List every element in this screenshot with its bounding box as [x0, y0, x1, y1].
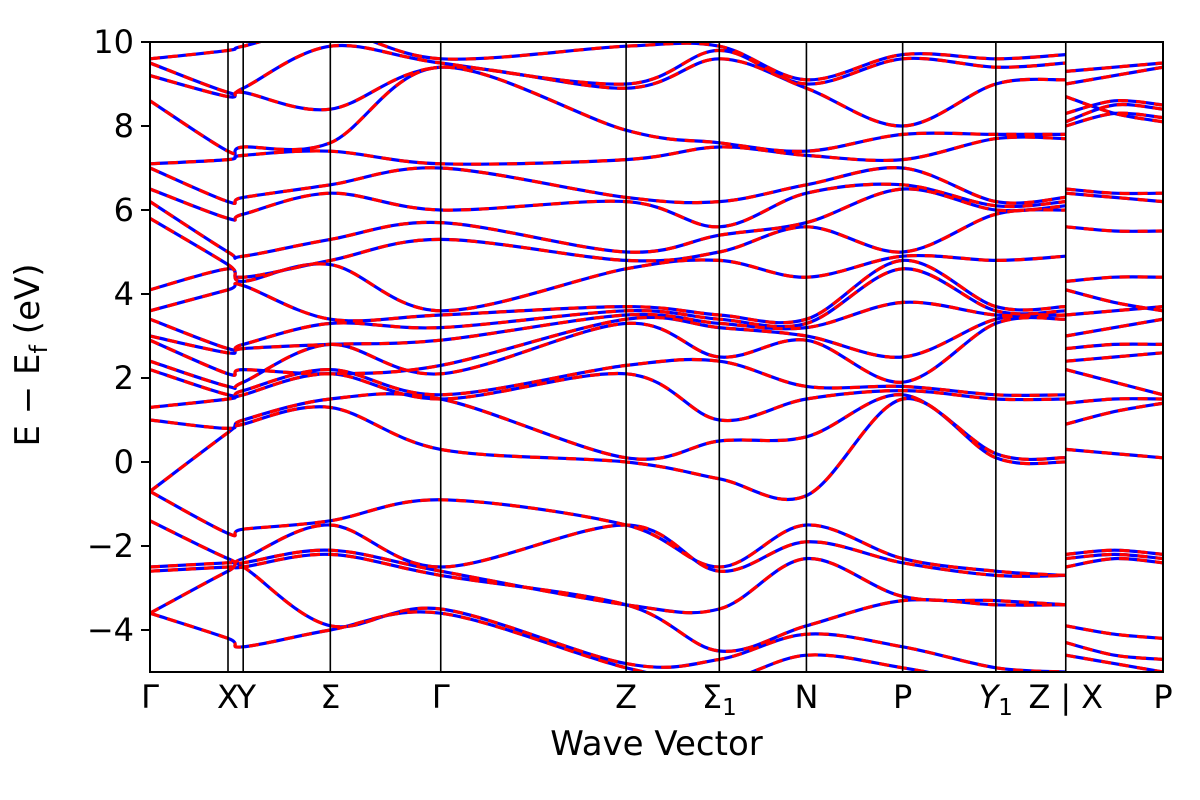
band-line [1065, 624, 1163, 640]
band-line [150, 397, 1066, 502]
band-line [1065, 95, 1163, 124]
band-line [150, 57, 1066, 128]
band-line [1065, 98, 1163, 115]
band-line [150, 397, 1066, 502]
band-line [150, 57, 1066, 128]
band-line [1065, 288, 1163, 313]
kpoint-label: N [794, 678, 818, 716]
band-line [150, 166, 1066, 205]
y-axis-label-main: E − E [8, 353, 48, 447]
band-line [1065, 447, 1163, 460]
band-line [150, 560, 1066, 672]
band-line [1065, 556, 1163, 569]
band-line [150, 610, 936, 672]
kpoint-label: X [1081, 678, 1103, 716]
band-line [150, 300, 1066, 355]
band-line [150, 253, 1066, 313]
kpoint-label: P [893, 678, 912, 716]
band-line [150, 208, 1066, 279]
band-line [1065, 102, 1163, 124]
band-line [150, 267, 1066, 352]
y-tick-label: 4 [114, 275, 134, 313]
kpoint-label: Σ1 [702, 678, 737, 721]
band-line [150, 187, 1066, 260]
y-axis-ticks: 10 8 6 4 2 0 −2 −4 [87, 23, 150, 649]
y-tick-label: 0 [114, 443, 134, 481]
kpoint-label: X [217, 678, 239, 716]
band-line [150, 182, 1066, 229]
band-line [150, 392, 1066, 462]
bands-dashed-overlay [150, 42, 1163, 672]
x-axis-label: Wave Vector [550, 724, 763, 764]
band-line [1065, 401, 1163, 426]
y-tick-label: 2 [114, 359, 134, 397]
y-tick-label: 8 [114, 107, 134, 145]
band-line [1065, 653, 1163, 672]
y-axis-label: E − Ef (eV) [8, 40, 53, 670]
kpoint-label: Γ [141, 678, 159, 716]
band-line [1065, 548, 1163, 556]
y-tick-label: 6 [114, 191, 134, 229]
band-line [1065, 552, 1163, 561]
band-line [1065, 191, 1163, 204]
band-line [150, 267, 1066, 352]
bands-solid-underlay [150, 42, 1163, 672]
kpoint-label: | [1060, 678, 1071, 716]
band-line [1065, 397, 1163, 405]
kpoint-label: Z [1028, 678, 1050, 716]
band-line [1065, 61, 1163, 73]
band-line [150, 371, 1066, 423]
y-tick-label: −4 [87, 611, 134, 649]
band-line [1065, 65, 1163, 86]
kpoint-label: Y [235, 678, 256, 716]
band-line [150, 65, 1066, 156]
kpoint-label: Σ [320, 678, 340, 716]
band-line [150, 42, 1066, 82]
band-line [1065, 275, 1163, 283]
band-line [1065, 641, 1163, 661]
band-line [1065, 368, 1163, 397]
band-line [150, 560, 1066, 672]
kpoint-label: Y1 [979, 678, 1013, 721]
y-axis-label-unit: (eV) [8, 263, 48, 345]
band-line [150, 357, 1066, 398]
y-tick-label: 10 [93, 23, 134, 61]
band-line [150, 610, 936, 672]
band-line [1065, 342, 1163, 351]
band-line [1065, 225, 1163, 233]
y-axis-label-subscript: f [24, 345, 53, 354]
band-line [1065, 351, 1163, 363]
band-line [1065, 317, 1163, 338]
x-axis-tick-labels: Γ XY Σ Γ Z Σ1 N P Y1 Z | X P [141, 678, 1173, 721]
kpoint-label: P [1153, 678, 1172, 716]
kpoint-label: Γ [432, 678, 450, 716]
band-line [150, 65, 1066, 156]
plot-frame [149, 41, 1164, 673]
y-tick-label: −2 [87, 527, 134, 565]
band-line [1065, 187, 1163, 196]
band-line [150, 519, 1066, 578]
kpoint-label: Z [615, 678, 637, 716]
band-line [150, 489, 1066, 577]
